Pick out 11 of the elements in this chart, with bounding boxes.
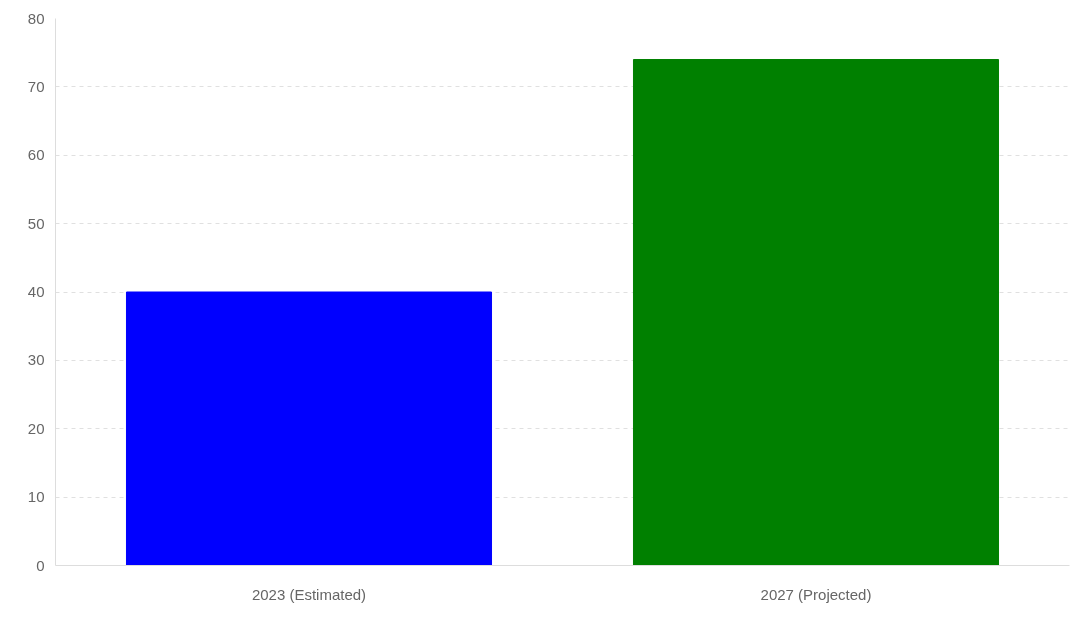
x-tick-label: 2023 (Estimated)	[251, 585, 367, 603]
y-tick-label: 0	[36, 556, 45, 574]
y-tick-label: 10	[27, 488, 45, 506]
y-tick-label: 40	[27, 283, 45, 300]
y-tick-label: 70	[27, 77, 45, 95]
y-tick-label: 20	[27, 419, 45, 437]
y-tick-label: 50	[27, 214, 45, 232]
y-tick-label: 60	[27, 146, 45, 164]
x-tick-label: 2027 (Projected)	[760, 585, 872, 603]
y-tick-label: 80	[27, 9, 45, 27]
y-tick-label: 30	[27, 351, 45, 369]
